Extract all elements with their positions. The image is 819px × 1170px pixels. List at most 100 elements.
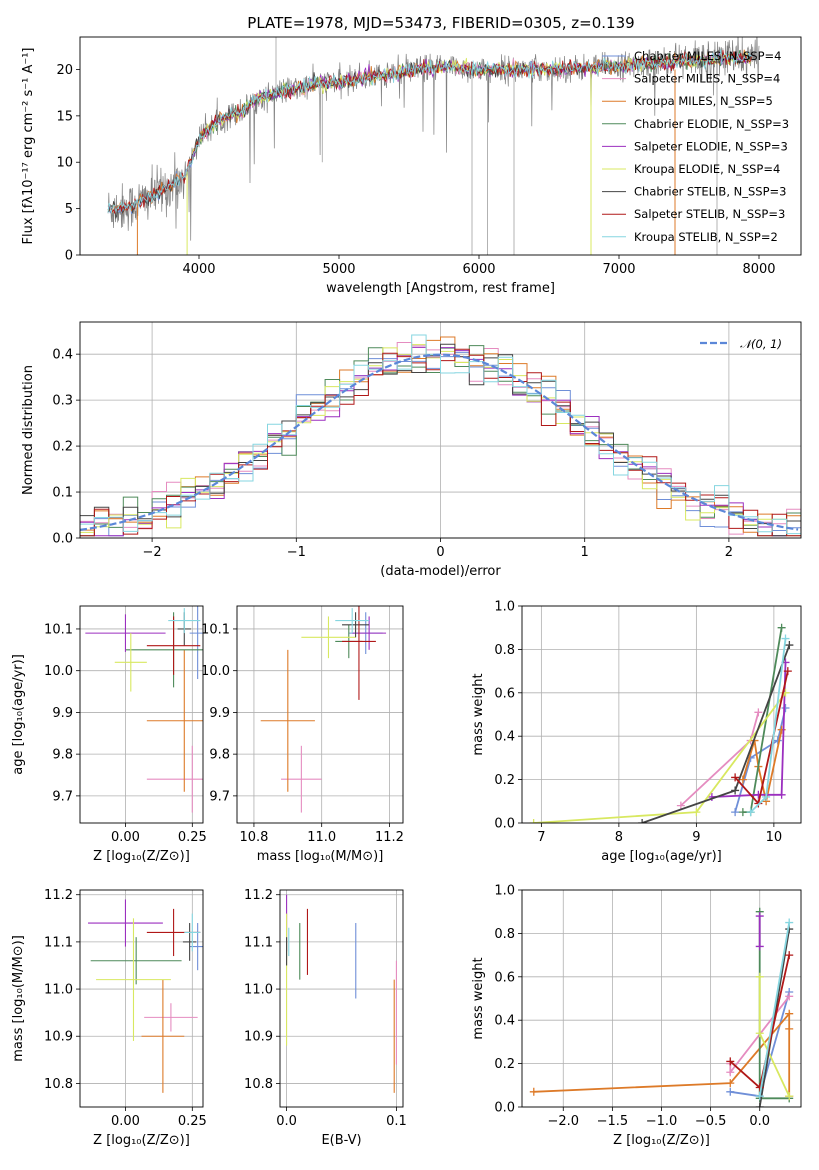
- plot-area: [80, 890, 203, 1107]
- x-axis-label: age [log₁₀(age/yr)]: [601, 849, 722, 864]
- weight-marker: [781, 634, 790, 643]
- weight-marker: [638, 819, 647, 823]
- errorbar-5: [85, 614, 166, 652]
- x-tick-label: 10: [766, 830, 783, 845]
- weight-marker: [731, 808, 740, 817]
- y-tick-label: 10.1: [201, 622, 230, 637]
- weight-marker: [785, 1092, 794, 1101]
- weight-marker: [726, 1079, 735, 1088]
- legend-entry: Kroupa MILES, N_SSP=5: [634, 94, 773, 108]
- errorbar-2: [144, 1003, 198, 1032]
- errorbars: [286, 894, 397, 1093]
- x-tick-label: 10.8: [239, 830, 268, 845]
- panel-spectrum: 4000 5000 6000 7000 8000 0 5 10 15 20 wavelength […: [21, 36, 802, 296]
- weight-marker: [726, 1057, 735, 1066]
- panel-age_vs_Z: 0.00 0.25 9.7 9.8 9.9 10.0 10.1 Z [log₁₀(Z/Z⊙)]…: [11, 605, 207, 864]
- x-tick-label: 11.2: [375, 830, 404, 845]
- y-axis-label: Flux [fλ10⁻¹⁷ erg cm⁻² s⁻¹ A⁻¹]: [21, 48, 36, 245]
- x-tick-label: 8: [615, 830, 623, 845]
- x-tick-label: 2: [725, 545, 733, 560]
- x-axis-label: (data-model)/error: [380, 564, 501, 579]
- y-tick-label: 10.9: [244, 1030, 273, 1045]
- y-tick-label: 10.0: [44, 664, 73, 679]
- errorbar-7: [182, 923, 197, 961]
- weight-marker: [755, 1029, 764, 1038]
- x-tick-label: 0.0: [749, 1114, 770, 1129]
- errorbar-9: [335, 608, 370, 634]
- x-axis-label: mass [log₁₀(M/M⊙)]: [257, 849, 384, 864]
- x-axis-label: Z [log₁₀(Z/Z⊙)]: [93, 849, 190, 864]
- y-tick-label: 9.9: [209, 706, 230, 721]
- legend-entry: Salpeter ELODIE, N_SSP=3: [634, 139, 788, 153]
- x-tick-label: 8000: [742, 262, 775, 277]
- y-tick-label: 10: [56, 156, 73, 171]
- x-tick-label: −1.5: [597, 1114, 629, 1129]
- y-tick-label: 9.7: [52, 789, 73, 804]
- y-tick-label: 0.4: [494, 1014, 515, 1029]
- weight-marker: [781, 703, 790, 712]
- y-tick-label: 20: [56, 63, 73, 78]
- weight-marker: [738, 775, 747, 784]
- y-axis-label: mass weight: [471, 673, 486, 755]
- legend-entry: Chabrier ELODIE, N_SSP=3: [634, 117, 789, 131]
- y-tick-label: 10.8: [44, 1077, 73, 1092]
- axes-frame: [79, 605, 204, 824]
- panel-mass_vs_Z: 0.00 0.25 10.8 10.9 11.0 11.1 11.2 Z [log₁₀(Z/Z…: [11, 888, 207, 1148]
- legend-entry: Kroupa ELODIE, N_SSP=4: [634, 162, 780, 176]
- errorbar-4: [90, 937, 182, 985]
- panel-age_vs_mass: 10.8 11.0 11.2 9.7 9.8 9.9 10.0 10.1 mass [log₁₀…: [201, 605, 404, 864]
- normal-curve: [80, 353, 799, 531]
- y-tick-label: 0.2: [52, 440, 73, 455]
- errorbars: [88, 899, 203, 1093]
- axes-frame: [79, 321, 802, 539]
- legend-entry: Salpeter MILES, N_SSP=4: [634, 72, 780, 86]
- axes-frame: [521, 605, 802, 824]
- weight-marker: [785, 992, 794, 1001]
- y-tick-label: 10.0: [201, 664, 230, 679]
- y-axis-label: mass [log₁₀(M/M⊙)]: [11, 935, 26, 1062]
- weight-marker: [755, 942, 764, 951]
- weight-marker: [773, 736, 782, 745]
- x-tick-label: 6000: [462, 262, 495, 277]
- weight-marker: [755, 1092, 764, 1101]
- legend-entry: Salpeter STELIB, N_SSP=3: [634, 207, 785, 221]
- y-tick-label: 0.6: [494, 970, 515, 985]
- weight-marker: [529, 819, 538, 823]
- x-tick-label: 0.1: [386, 1114, 407, 1129]
- y-tick-label: 9.8: [52, 748, 73, 763]
- weight-marker: [731, 786, 740, 795]
- weight-marker: [726, 1068, 735, 1077]
- plot-area: [80, 606, 203, 823]
- errorbar-3: [141, 979, 185, 1093]
- y-tick-label: 0.2: [494, 773, 515, 788]
- weight-marker: [676, 801, 685, 810]
- y-tick-label: 0.0: [494, 817, 515, 832]
- histogram-series-6: [80, 344, 801, 537]
- y-tick-label: 0.8: [494, 927, 515, 942]
- spectrum-legend: Chabrier MILES, N_SSP=4 Salpeter MILES, N…: [602, 49, 789, 244]
- weight-marker: [785, 1024, 794, 1033]
- y-tick-label: 0.3: [52, 394, 73, 409]
- weight-marker: [755, 972, 764, 981]
- y-axis-label: Normed distribution: [21, 365, 36, 495]
- y-tick-label: 0.0: [52, 532, 73, 547]
- x-tick-label: 0.00: [111, 1114, 140, 1129]
- y-tick-label: 0.0: [494, 1101, 515, 1116]
- x-axis-label: Z [log₁₀(Z/Z⊙)]: [613, 1133, 710, 1148]
- y-tick-label: 0.1: [52, 486, 73, 501]
- x-tick-label: 1: [581, 545, 589, 560]
- y-tick-label: 11.2: [244, 888, 273, 903]
- x-tick-label: −1.0: [646, 1114, 678, 1129]
- x-tick-label: −0.5: [695, 1114, 727, 1129]
- errorbars: [85, 606, 203, 813]
- plot-area: [280, 890, 403, 1107]
- legend-entry: Chabrier STELIB, N_SSP=3: [634, 185, 786, 199]
- axes-frame: [521, 889, 802, 1108]
- axes-frame: [79, 36, 802, 256]
- y-axis-label: mass weight: [471, 957, 486, 1039]
- errorbar-3: [146, 649, 203, 792]
- weight-marker: [785, 951, 794, 960]
- y-tick-label: 5: [65, 202, 73, 217]
- model-spectrum-9: [107, 49, 753, 214]
